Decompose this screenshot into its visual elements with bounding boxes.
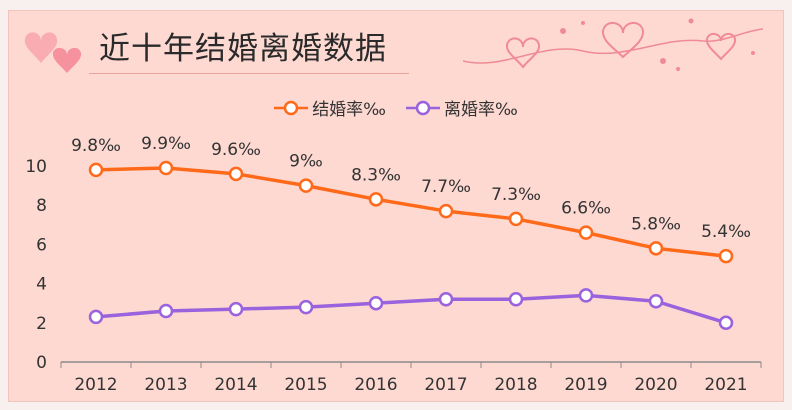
data-label-marriage: 6.6‰ [561, 199, 611, 219]
y-tick-label: 8 [36, 196, 47, 216]
data-point-divorce [718, 315, 734, 331]
data-point-divorce [578, 288, 594, 303]
data-point-marriage [368, 192, 384, 207]
x-tick-label: 2015 [284, 375, 327, 395]
y-tick-label: 10 [25, 157, 47, 177]
x-tick-label: 2012 [74, 375, 117, 395]
data-point-marriage [298, 178, 314, 193]
data-label-marriage: 5.8‰ [631, 214, 681, 234]
data-point-marriage [438, 203, 454, 219]
x-tick-label: 2018 [494, 375, 537, 395]
series-line-marriage [95, 166, 727, 258]
data-point-marriage [508, 211, 524, 227]
legend-label-marriage: 结婚率‰ [312, 100, 386, 120]
data-label-marriage: 8.3‰ [351, 165, 401, 185]
data-label-marriage: 9.8‰ [71, 136, 121, 156]
legend-item-divorce[interactable]: 离婚率‰ [406, 95, 518, 120]
x-tick-label: 2017 [424, 375, 467, 395]
data-point-divorce [438, 292, 454, 307]
legend-marker-marriage [274, 100, 309, 115]
data-label-marriage: 9.9‰ [141, 134, 191, 154]
data-point-marriage [648, 241, 664, 256]
x-tick-label: 2014 [214, 375, 257, 395]
data-point-divorce [648, 293, 664, 309]
y-tick-label: 0 [36, 353, 47, 373]
x-tick-label: 2013 [144, 375, 187, 395]
y-tick-label: 6 [36, 235, 47, 255]
data-point-marriage [718, 248, 734, 264]
data-point-divorce [368, 295, 384, 311]
chart-legend: 结婚率‰ 离婚率‰ [9, 95, 783, 120]
line-chart: 2012 2013 2014 2015 2016 2017 2018 2019 2020 2021… [25, 134, 762, 395]
data-label-marriage: 7.3‰ [491, 185, 541, 205]
hearts-decoration-icon [463, 18, 763, 71]
x-tick-label: 2020 [634, 375, 677, 395]
data-point-marriage [158, 160, 174, 176]
hearts-icon [24, 32, 82, 73]
data-point-divorce [228, 301, 244, 317]
legend-label-divorce: 离婚率‰ [444, 100, 518, 120]
title-underline [89, 73, 409, 74]
data-point-divorce [158, 303, 174, 319]
data-label-marriage: 9‰ [289, 152, 323, 172]
series-line-divorce [95, 293, 727, 325]
x-tick-label: 2016 [354, 375, 397, 395]
data-label-marriage: 5.4‰ [701, 222, 751, 242]
data-point-divorce [298, 299, 314, 315]
data-label-marriage: 9.6‰ [211, 140, 261, 160]
data-point-divorce [508, 292, 524, 307]
y-tick-label: 2 [36, 314, 47, 334]
page-title: 近十年结婚离婚数据 [99, 31, 387, 67]
data-point-marriage [578, 225, 594, 240]
x-tick-label: 2019 [564, 375, 607, 395]
x-tick-label: 2021 [704, 375, 747, 395]
data-point-divorce [88, 309, 104, 325]
data-point-marriage [228, 166, 244, 182]
chart-card: 近十年结婚离婚数据 结婚率‰ 离婚率‰ 2012 2013 2014 201 [8, 10, 784, 402]
legend-marker-divorce [406, 100, 440, 115]
legend-item-marriage[interactable]: 结婚率‰ [274, 95, 386, 120]
data-point-marriage [88, 162, 104, 178]
data-label-marriage: 7.7‰ [421, 177, 471, 197]
y-tick-label: 4 [36, 275, 47, 295]
